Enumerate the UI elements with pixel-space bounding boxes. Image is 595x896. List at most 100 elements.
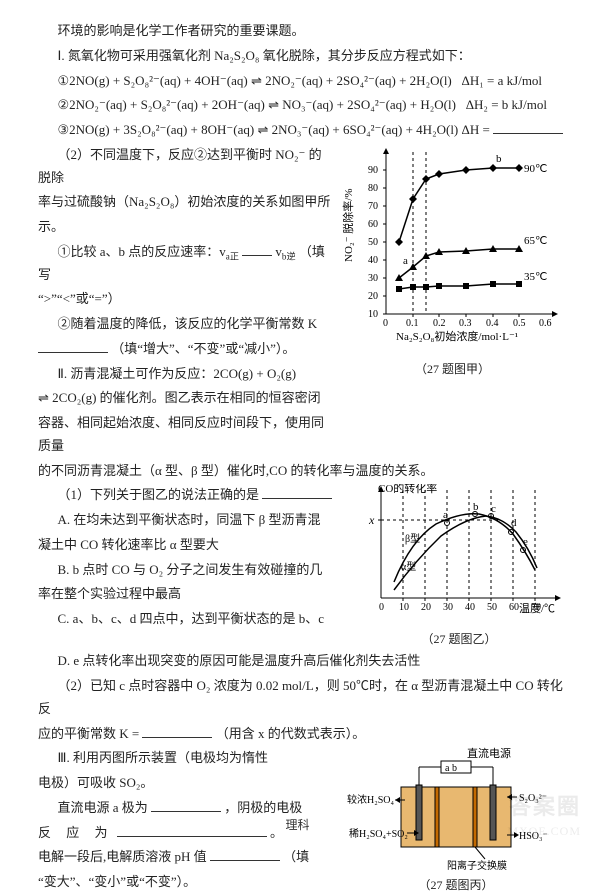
svg-text:70: 70 [368, 201, 378, 212]
chart2: 10 20 30 40 50 60 70 0 [353, 484, 565, 629]
intro-l1: Ⅰ. 氮氧化物可采用强氧化剂 Na₂S₂O₈ 氧化脱除，其分步反应方程式如下： [38, 45, 565, 68]
eq2: ②2NO₂⁻(aq) + S₂O₈²⁻(aq) + 2OH⁻(aq) ⇌ NO₃… [38, 94, 565, 117]
svg-text:0: 0 [383, 318, 388, 329]
svg-text:60: 60 [509, 602, 519, 613]
eq2b: ΔH₂ = b kJ/mol [466, 97, 547, 112]
q1t: （1）下列关于图乙的说法正确的是 [58, 487, 260, 502]
svg-text:0.6: 0.6 [539, 318, 552, 329]
eq1a: ①2NO(g) + S₂O₈²⁻(aq) + 4OH⁻(aq) ⇌ 2NO₂⁻(… [58, 73, 452, 88]
svg-text:Na₂S₂O₈初始浓度/mol·L⁻¹: Na₂S₂O₈初始浓度/mol·L⁻¹ [396, 329, 518, 343]
chart2-caption: （27 题图乙） [353, 629, 565, 650]
svg-text:0: 0 [379, 602, 384, 613]
s3g: 电解一段后,电解质溶液 pH 值 [38, 849, 207, 864]
q2b: 应的平衡常数 K = [38, 726, 139, 741]
l6s2: b逆 [282, 251, 296, 261]
blank-ph [210, 848, 280, 861]
l7b: （填“增大”、“不变”或“减小”）。 [111, 341, 295, 356]
svg-text:35℃: 35℃ [524, 271, 547, 283]
svg-text:直流电源: 直流电源 [467, 747, 511, 760]
svg-text:30: 30 [443, 602, 453, 613]
blank-q1 [262, 486, 332, 499]
l8b: ⇌ 2CO₂(g) 的催化剂。图乙表示在相同的恒容密闭 [38, 387, 332, 410]
eq1b: ΔH₁ = a kJ/mol [462, 73, 543, 88]
svg-text:80: 80 [368, 183, 378, 194]
s3c: 直流电源 a 极为 [58, 800, 148, 815]
optC: C. a、b、c、d 四点中，达到平衡状态的是 b、c [38, 608, 345, 631]
svg-text:0.4: 0.4 [486, 318, 499, 329]
svg-text:40: 40 [368, 255, 378, 266]
q2c: （用含 x 的代数式表示）。 [216, 726, 366, 741]
watermark2: MXQE.COM [507, 821, 581, 842]
blank-k [38, 340, 108, 353]
intro-l0: 环境的影响是化学工作者研究的重要课题。 [38, 20, 565, 43]
chart3-caption: （27 题图丙） [347, 875, 565, 896]
svg-text:a: a [443, 509, 448, 521]
svg-text:30: 30 [368, 273, 378, 284]
optA2: 凝土中 CO 转化速率比 α 型要大 [38, 534, 345, 557]
chart1: 10 20 30 40 50 60 70 80 90 0 0.1 0. [340, 144, 565, 359]
optB2: 率在整个实验过程中最高 [38, 583, 345, 606]
l6a: ①比较 a、b 点的反应速率：v [58, 244, 226, 259]
eq3a: ③2NO(g) + 3S₂O₈²⁻(aq) + 8OH⁻(aq) ⇌ 2NO₃⁻… [58, 122, 490, 137]
svg-text:0.3: 0.3 [459, 318, 472, 329]
l8a: Ⅱ. 沥青混凝土可作为反应：2CO(g) + O₂(g) [38, 363, 332, 386]
l6s1: a正 [226, 251, 239, 261]
svg-text:10: 10 [368, 309, 378, 320]
eq3: ③2NO(g) + 3S₂O₈²⁻(aq) + 8OH⁻(aq) ⇌ 2NO₃⁻… [38, 119, 565, 142]
s3i: “变大”、“变小”或“不变”）。 [38, 871, 339, 894]
svg-text:50: 50 [368, 237, 378, 248]
q2a: （2）已知 c 点时容器中 O₂ 浓度为 0.02 mol/L，则 50℃时，在… [38, 675, 565, 721]
q1: （1）下列关于图乙的说法正确的是 [38, 484, 345, 507]
q2b-row: 应的平衡常数 K = （用含 x 的代数式表示）。 [38, 723, 565, 746]
l7a: ②随着温度的降低，该反应的化学平衡常数 K [38, 313, 332, 336]
svg-text:90℃: 90℃ [524, 163, 547, 175]
svg-text:90: 90 [368, 165, 378, 176]
chart1-caption: （27 题图甲） [340, 359, 565, 380]
svg-text:b: b [496, 153, 502, 165]
svg-text:e: e [523, 536, 528, 548]
s3b: 电极）可吸收 SO₂。 [38, 772, 339, 795]
svg-text:阳离子交换膜: 阳离子交换膜 [447, 859, 507, 872]
l8d: 的不同沥青混凝土（α 型、β 型）催化时,CO 的转化率与温度的关系。 [38, 460, 565, 483]
l5c: 示。 [38, 216, 332, 239]
svg-text:20: 20 [421, 602, 431, 613]
svg-text:d: d [511, 517, 517, 529]
l8c: 容器、相同起始浓度、相同反应时间段下，使用同质量 [38, 412, 332, 458]
svg-text:10: 10 [399, 602, 409, 613]
s3d: ，阴极的电极 [224, 800, 302, 815]
svg-text:65℃: 65℃ [524, 235, 547, 247]
s3a: Ⅲ. 利用丙图所示装置（电极均为惰性 [38, 747, 339, 770]
svg-text:a b: a b [445, 763, 457, 774]
eq1: ①2NO(g) + S₂O₈²⁻(aq) + 4OH⁻(aq) ⇌ 2NO₂⁻(… [38, 70, 565, 93]
blank-dh [493, 121, 563, 134]
l6d: “>”“<”或“=”） [38, 288, 332, 311]
svg-text:0.5: 0.5 [513, 318, 526, 329]
svg-text:a: a [403, 255, 408, 267]
s3h: （填 [283, 849, 309, 864]
svg-text:NO₂⁻ 脱除率/%: NO₂⁻ 脱除率/% [341, 188, 355, 262]
svg-text:20: 20 [368, 291, 378, 302]
svg-text:β型: β型 [405, 532, 420, 545]
svg-text:温度/℃: 温度/℃ [519, 601, 555, 615]
page-footer: 理科 [0, 815, 595, 836]
l6: ①比较 a、b 点的反应速率：va正 vb逆 （填写 [38, 241, 332, 287]
eq2a: ②2NO₂⁻(aq) + S₂O₈²⁻(aq) + 2OH⁻(aq) ⇌ NO₃… [58, 97, 456, 112]
svg-text:60: 60 [368, 219, 378, 230]
blank-a [151, 799, 221, 812]
svg-text:α型: α型 [401, 560, 416, 573]
svg-text:0.2: 0.2 [433, 318, 446, 329]
svg-text:x: x [368, 513, 375, 527]
l7b-row: （填“增大”、“不变”或“减小”）。 [38, 338, 332, 361]
optB: B. b 点时 CO 与 O₂ 分子之间发生有效碰撞的几 [38, 559, 345, 582]
svg-text:较浓H₂SO₄: 较浓H₂SO₄ [347, 793, 394, 806]
blank-k2 [142, 725, 212, 738]
optA: A. 在均未达到平衡状态时，同温下 β 型沥青混 [38, 509, 345, 532]
svg-text:50: 50 [487, 602, 497, 613]
blank-v [242, 243, 272, 256]
svg-text:40: 40 [465, 602, 475, 613]
svg-text:CO的转化率: CO的转化率 [378, 484, 437, 495]
svg-text:0.1: 0.1 [406, 318, 419, 329]
l5a: （2）不同温度下，反应②达到平衡时 NO₂⁻ 的脱除 [38, 144, 332, 190]
l5b: 率与过硫酸钠（Na₂S₂O₈）初始浓度的关系如图甲所 [38, 191, 332, 214]
optD: D. e 点转化率出现突变的原因可能是温度升高后催化剂失去活性 [38, 650, 565, 673]
